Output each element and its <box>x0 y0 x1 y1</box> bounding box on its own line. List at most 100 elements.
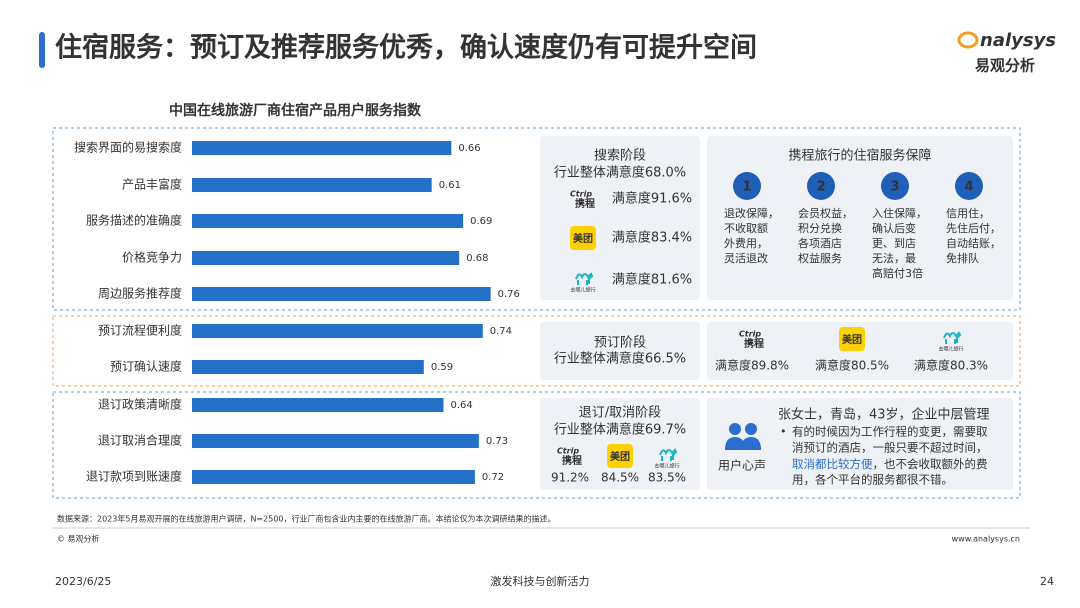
copyright: © 易观分析 <box>57 534 100 544</box>
logo-text: 易观分析 <box>975 57 1035 75</box>
step-text: 自动结账， <box>946 237 1001 250</box>
step-circle <box>807 172 835 200</box>
satisfaction: 满意度81.6% <box>612 272 692 288</box>
step-text: 免排队 <box>946 251 979 265</box>
value-label: 0.64 <box>450 400 472 411</box>
panel-subtitle: 行业整体满意度66.5% <box>554 351 686 367</box>
camel-icon <box>575 272 594 285</box>
step-text: 信用住， <box>946 206 990 220</box>
step-text: 灵活退改 <box>724 251 768 265</box>
step-text: 各项酒店 <box>798 236 842 250</box>
title-accent <box>39 32 45 68</box>
step-circle <box>955 172 983 200</box>
step-text: 确认后变 <box>872 221 916 235</box>
satisfaction: 满意度89.8% <box>715 358 789 373</box>
panel <box>707 136 1013 300</box>
logo-text: 美团 <box>842 333 862 346</box>
logo-text: 携程 <box>562 454 582 467</box>
logo-mark <box>957 31 979 49</box>
step-number: 1 <box>742 180 751 195</box>
quote-line: 用，各个平台的服务都很不错。 <box>792 473 953 487</box>
panel-title: 预订阶段 <box>594 336 646 351</box>
bar <box>192 141 452 155</box>
value-label: 0.66 <box>458 143 480 154</box>
value-label: 0.72 <box>482 472 504 483</box>
step-number: 3 <box>890 180 899 195</box>
step-circle <box>733 172 761 200</box>
bar <box>192 251 460 265</box>
category-label: 周边服务推荐度 <box>98 286 182 301</box>
step-text: 高赔付3倍 <box>872 266 923 280</box>
bar <box>192 287 491 301</box>
panel-title: 携程旅行的住宿服务保障 <box>788 148 931 164</box>
logo-text: 去哪儿旅行 <box>570 287 595 294</box>
bar <box>192 324 483 338</box>
logo-text: 美团 <box>573 232 593 245</box>
category-label: 搜索界面的易搜索度 <box>74 140 182 155</box>
logo-text: nalysys <box>980 30 1056 51</box>
bar <box>192 434 479 448</box>
people-icon <box>725 423 761 450</box>
value-label: 0.76 <box>498 289 520 300</box>
category-label: 价格竞争力 <box>122 250 182 265</box>
logo-box <box>607 444 633 468</box>
value-label: 0.69 <box>470 216 492 227</box>
quote-line: 有的时候因为工作行程的变更，需要取 <box>792 425 988 439</box>
step-text: 积分兑换 <box>798 221 842 235</box>
bar <box>192 360 424 374</box>
logo-text: 携程 <box>575 197 595 210</box>
step-text: 权益服务 <box>798 251 842 265</box>
step-number: 4 <box>964 180 973 195</box>
panel-subtitle: 行业整体满意度69.7% <box>554 422 686 438</box>
quote-text: ，也不会收取额外的费 <box>873 457 988 471</box>
panel-title: 退订/取消阶段 <box>579 406 661 421</box>
step-text: 外费用， <box>724 237 768 250</box>
logo-text: 美团 <box>610 450 630 463</box>
quote-highlight: 取消都比较方便 <box>792 457 873 471</box>
slogan: 激发科技与创新活力 <box>491 574 590 588</box>
logo-box <box>839 327 865 351</box>
panel <box>540 136 700 300</box>
panel <box>707 398 1013 490</box>
logo-text: 去哪儿旅行 <box>654 463 679 470</box>
value-label: 0.73 <box>486 436 508 447</box>
step-text: 退改保障， <box>724 206 779 220</box>
logo-text: 去哪儿旅行 <box>938 346 963 353</box>
panel-title: 搜索阶段 <box>594 149 646 164</box>
step-number: 2 <box>816 180 825 195</box>
group-box <box>52 315 1021 387</box>
date: 2023/6/25 <box>55 575 111 588</box>
page-number: 24 <box>1040 575 1054 588</box>
value-label: 0.68 <box>466 253 488 264</box>
quote-line: 消预订的酒店，一般只要不超过时间， <box>792 441 988 455</box>
panel-subtitle: 行业整体满意度68.0% <box>554 165 686 181</box>
satisfaction: 91.2% <box>551 471 589 485</box>
category-label: 退订款项到账速度 <box>86 469 182 484</box>
bar <box>192 470 475 484</box>
panel <box>540 322 700 380</box>
value-label: 0.74 <box>490 326 512 337</box>
logo-box <box>570 226 596 250</box>
category-label: 预订流程便利度 <box>98 323 182 338</box>
step-text: 会员权益， <box>798 206 853 220</box>
category-label: 产品丰富度 <box>122 177 182 192</box>
category-label: 服务描述的准确度 <box>86 213 182 228</box>
logo-text: Ctrip <box>739 330 761 339</box>
value-label: 0.59 <box>431 362 453 373</box>
category-label: 预订确认速度 <box>110 359 182 374</box>
website: www.analysys.cn <box>952 535 1020 544</box>
step-circle <box>881 172 909 200</box>
camel-icon <box>943 331 962 344</box>
source-note: 数据来源：2023年5月易观开展的在线旅游用户调研，N=2500，行业厂商包含业… <box>57 514 556 524</box>
bar <box>192 178 432 192</box>
bar <box>192 398 444 412</box>
camel-icon <box>659 448 678 461</box>
group-box <box>52 391 1021 499</box>
person: 张女士，青岛，43岁，企业中层管理 <box>778 407 990 423</box>
satisfaction: 83.5% <box>648 471 686 485</box>
step-text: 更、到店 <box>872 236 916 250</box>
step-text: 无法，最 <box>872 251 916 265</box>
satisfaction: 满意度80.3% <box>914 358 988 373</box>
logo-text: 携程 <box>744 337 764 350</box>
category-label: 退订取消合理度 <box>98 433 182 448</box>
